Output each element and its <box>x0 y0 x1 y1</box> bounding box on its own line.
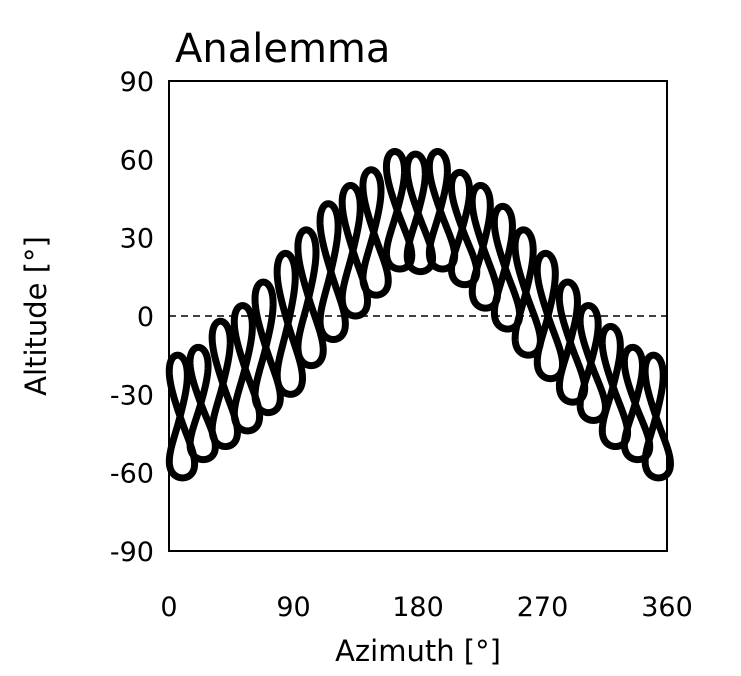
analemma-loop-18 <box>555 278 589 406</box>
x-tick-label: 270 <box>517 592 569 623</box>
analemma-loop-20 <box>598 322 632 451</box>
y-tick-label: 0 <box>137 302 154 333</box>
analemma-loop-10 <box>382 148 416 273</box>
y-tick-label: -60 <box>110 459 154 490</box>
analemma-loop-9 <box>359 166 392 299</box>
analemma-loop-14 <box>468 181 502 312</box>
analemma-loop-17 <box>533 249 567 383</box>
analemma-loop-1 <box>186 343 219 464</box>
analemma-loop-12 <box>425 148 459 273</box>
analemma-loops <box>165 148 674 482</box>
analemma-loop-13 <box>447 168 481 289</box>
y-tick-label: 90 <box>120 67 154 98</box>
x-axis-label: Azimuth [°] <box>335 634 501 668</box>
y-axis-label: Altitude [°] <box>19 236 53 396</box>
y-tick-label: 30 <box>120 224 154 255</box>
x-axis-ticks: 0 90 180 270 360 <box>160 592 692 623</box>
analemma-loop-3 <box>230 302 264 435</box>
analemma-loop-22 <box>641 351 674 482</box>
y-tick-label: 60 <box>120 145 154 176</box>
analemma-loop-16 <box>511 226 544 359</box>
x-tick-label: 360 <box>641 592 693 623</box>
analemma-loop-2 <box>208 317 241 451</box>
x-tick-label: 0 <box>160 592 177 623</box>
analemma-loop-15 <box>490 202 524 333</box>
analemma-loop-6 <box>294 226 327 370</box>
x-tick-label: 180 <box>392 592 444 623</box>
chart-title: Analemma <box>175 26 390 72</box>
analemma-loop-21 <box>620 343 654 464</box>
y-tick-label: -30 <box>110 380 154 411</box>
analemma-loop-5 <box>273 249 306 398</box>
analemma-loop-0 <box>165 351 199 482</box>
analemma-loop-4 <box>251 278 284 417</box>
analemma-loop-19 <box>576 302 609 424</box>
y-tick-label: -90 <box>110 537 154 568</box>
analemma-loop-7 <box>316 200 349 343</box>
y-axis-ticks: 90 60 30 0 -30 -60 -90 <box>110 67 154 568</box>
x-tick-label: 90 <box>276 592 310 623</box>
analemma-loop-11 <box>403 150 437 276</box>
analemma-loop-8 <box>338 181 371 320</box>
